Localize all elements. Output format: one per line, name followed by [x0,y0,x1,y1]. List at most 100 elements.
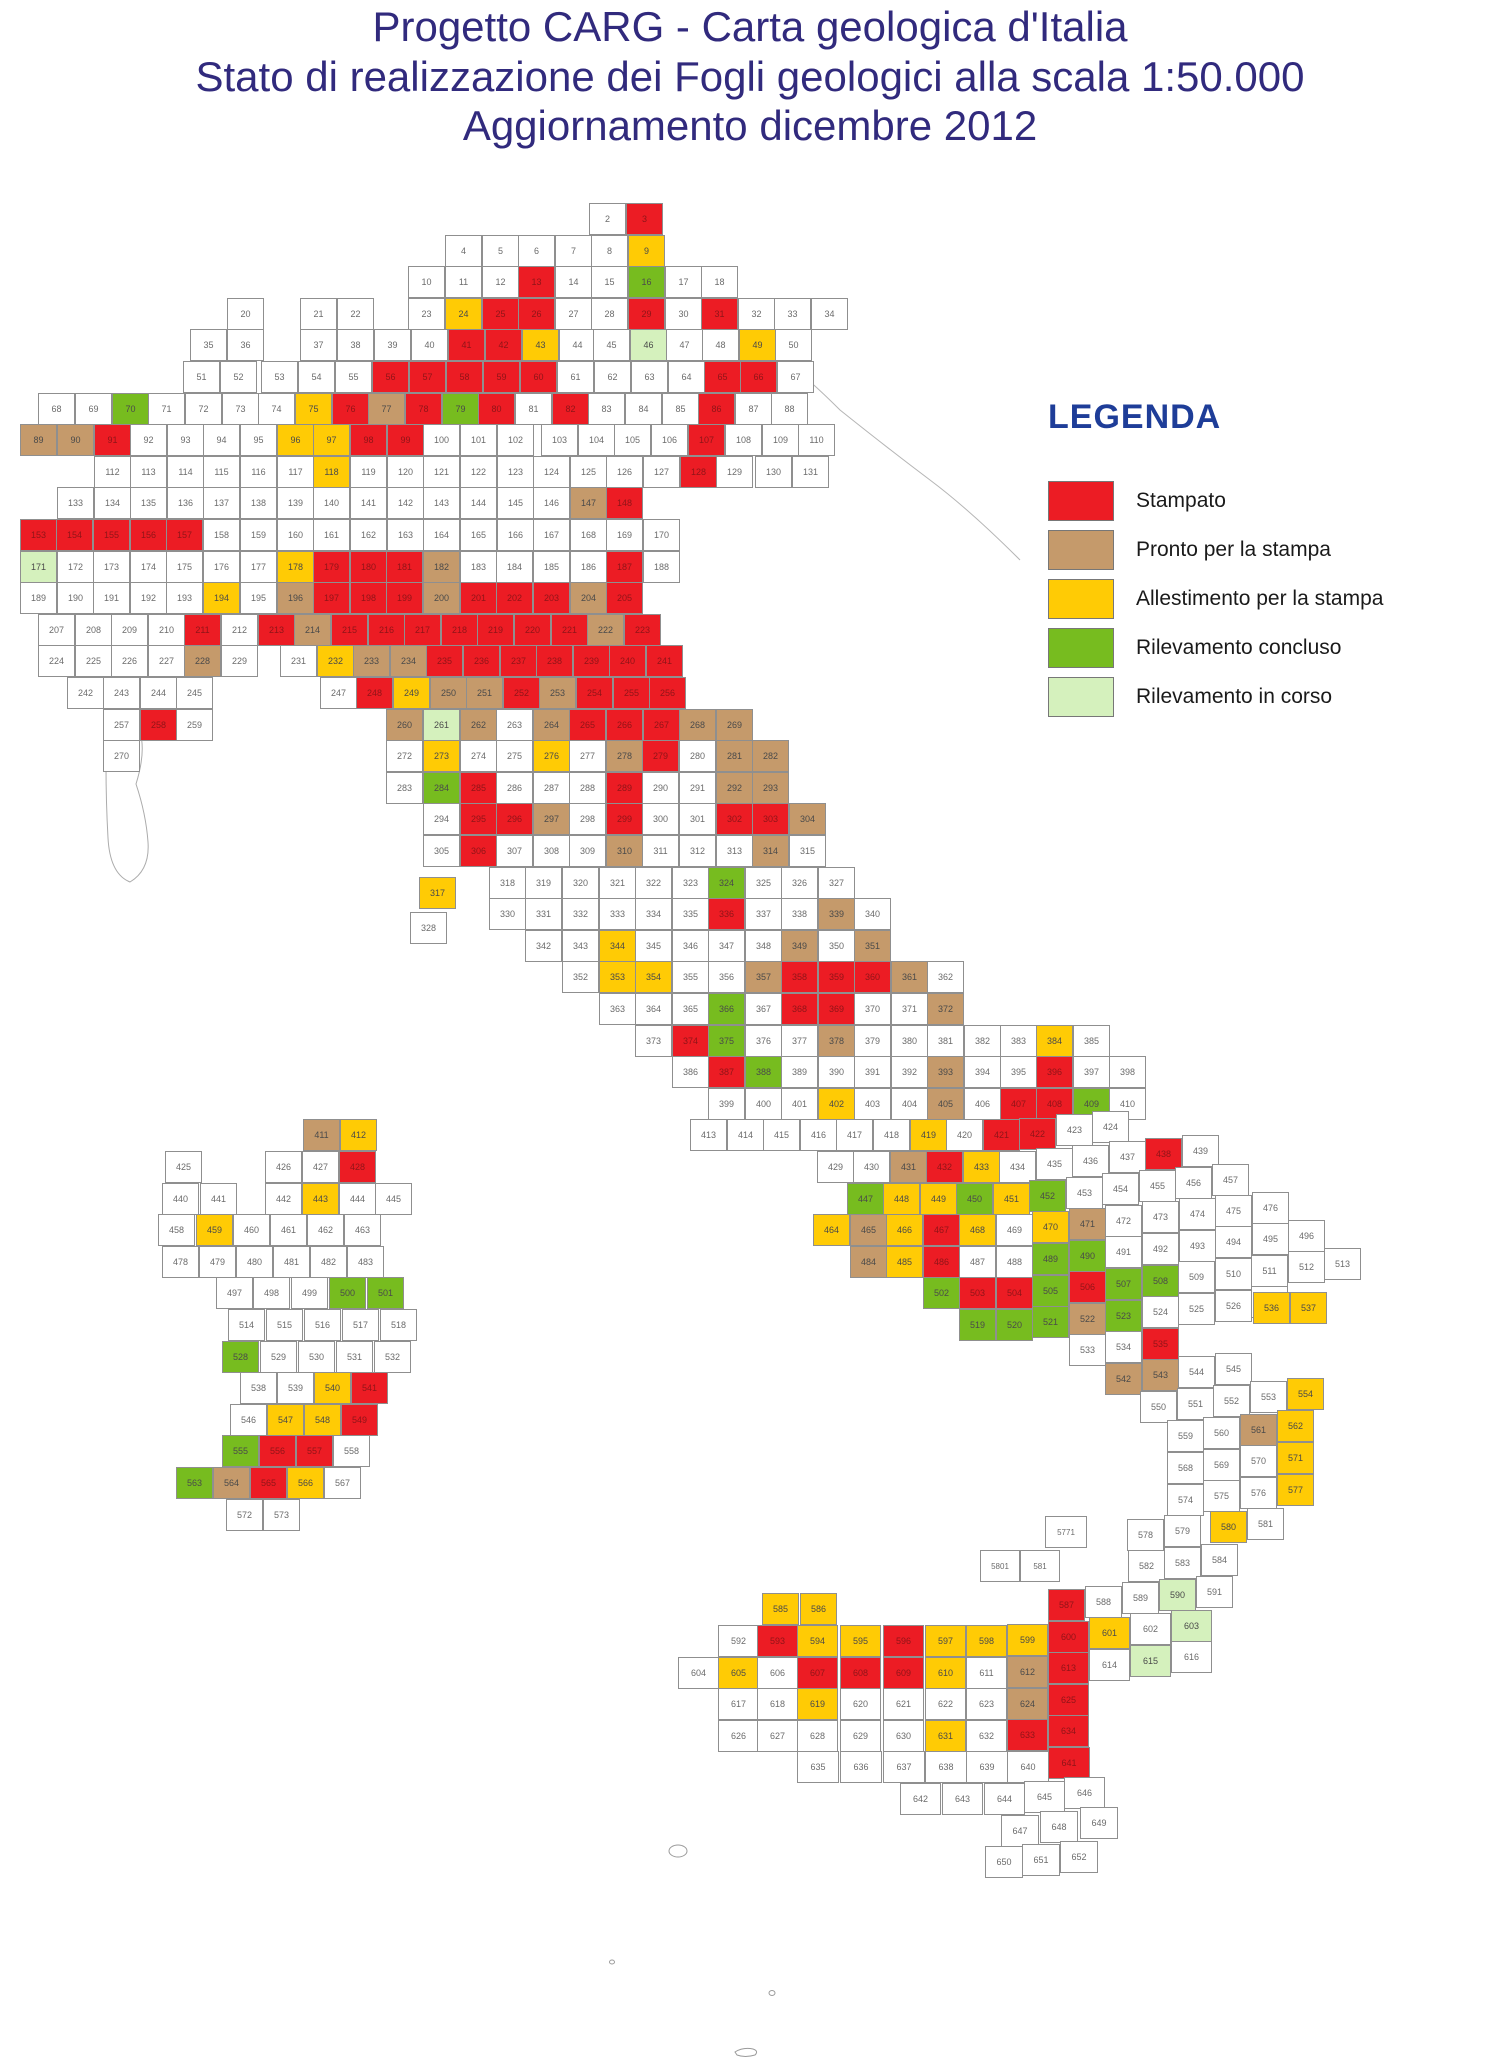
foglio-cell-172: 172 [57,551,94,583]
title-line-1: Progetto CARG - Carta geologica d'Italia [372,3,1128,50]
foglio-cell-464: 464 [813,1214,850,1246]
foglio-cell-83: 83 [588,393,625,425]
foglio-cell-549: 549 [341,1404,378,1436]
foglio-cell-223: 223 [624,614,661,646]
foglio-cell-452: 452 [1029,1180,1066,1212]
foglio-cell-224: 224 [38,645,75,677]
foglio-cell-495: 495 [1252,1223,1289,1255]
foglio-cell-439: 439 [1182,1135,1219,1167]
foglio-cell-137: 137 [203,487,240,519]
foglio-cell-516: 516 [304,1309,341,1341]
foglio-cell-77: 77 [368,393,405,425]
foglio-cell-245: 245 [176,677,213,709]
foglio-cell-579: 579 [1164,1515,1201,1547]
foglio-cell-52: 52 [220,361,257,393]
foglio-cell-147: 147 [570,487,607,519]
foglio-cell-599: 599 [1007,1624,1048,1656]
foglio-cell-335: 335 [672,898,709,930]
foglio-cell-360: 360 [854,961,891,993]
foglio-cell-488: 488 [996,1246,1033,1278]
foglio-cell-467: 467 [923,1214,960,1246]
foglio-cell-12: 12 [482,266,519,298]
foglio-cell-58: 58 [446,361,483,393]
foglio-cell-310: 310 [606,835,643,867]
foglio-cell-292: 292 [716,772,753,804]
foglio-cell-648: 648 [1040,1811,1078,1843]
foglio-cell-513: 513 [1324,1248,1361,1280]
legend-title: LEGENDA [1048,398,1222,436]
foglio-cell-141: 141 [350,487,387,519]
foglio-cell-217: 217 [404,614,441,646]
foglio-cell-608: 608 [840,1657,881,1689]
foglio-cell-505: 505 [1032,1275,1069,1307]
foglio-cell-406: 406 [964,1088,1001,1120]
foglio-cell-420: 420 [946,1119,983,1151]
foglio-cell-646: 646 [1064,1777,1105,1809]
foglio-cell-411: 411 [303,1119,340,1151]
foglio-cell-558: 558 [333,1435,370,1467]
foglio-cell-176: 176 [203,551,240,583]
foglio-cell-62: 62 [594,361,631,393]
foglio-cell-235: 235 [426,645,463,677]
foglio-cell-64: 64 [668,361,705,393]
foglio-cell-85: 85 [662,393,699,425]
foglio-cell-553: 553 [1250,1381,1287,1413]
foglio-cell-560: 560 [1203,1417,1240,1449]
foglio-cell-40: 40 [411,329,448,361]
foglio-cell-352: 352 [562,961,599,993]
foglio-cell-413: 413 [690,1119,727,1151]
foglio-cell-540: 540 [314,1372,351,1404]
foglio-cell-157: 157 [166,519,203,551]
foglio-cell-357: 357 [745,961,782,993]
foglio-cell-279: 279 [642,740,679,772]
legend-swatch-concluso [1048,628,1114,668]
foglio-cell-391: 391 [854,1056,891,1088]
foglio-cell-347: 347 [708,930,745,962]
foglio-cell-22: 22 [337,298,374,330]
foglio-cell-140: 140 [313,487,350,519]
foglio-cell-25: 25 [482,298,519,330]
legend-item-allestimento: Allestimento per la stampa [1048,579,1468,619]
foglio-cell-154: 154 [56,519,93,551]
foglio-cell-494: 494 [1215,1226,1252,1258]
foglio-cell-379: 379 [854,1025,891,1057]
foglio-cell-647: 647 [1001,1815,1039,1847]
foglio-cell-533: 533 [1069,1334,1106,1366]
foglio-cell-46: 46 [630,329,667,361]
foglio-cell-103: 103 [541,424,578,456]
foglio-cell-433: 433 [963,1151,1000,1183]
foglio-cell-559: 559 [1167,1420,1204,1452]
foglio-cell-358: 358 [781,961,818,993]
foglio-cell-392: 392 [891,1056,928,1088]
foglio-cell-324: 324 [708,867,745,899]
foglio-cell-276: 276 [533,740,570,772]
foglio-cell-536: 536 [1253,1292,1290,1324]
foglio-cell-595: 595 [840,1625,881,1657]
foglio-cell-507: 507 [1105,1268,1142,1300]
foglio-cell-568: 568 [1167,1452,1204,1484]
foglio-cell-613: 613 [1048,1652,1089,1684]
foglio-cell-57: 57 [409,361,446,393]
legend: LEGENDA Stampato Pronto per la stampa Al… [1048,398,1468,726]
foglio-cell-645: 645 [1024,1781,1065,1813]
foglio-cell-473: 473 [1142,1201,1179,1233]
foglio-cell-397: 397 [1073,1056,1110,1088]
foglio-cell-307: 307 [496,835,533,867]
foglio-cell-177: 177 [240,551,277,583]
foglio-cell-643: 643 [942,1783,983,1815]
foglio-cell-73: 73 [222,393,259,425]
foglio-cell-247: 247 [320,677,357,709]
foglio-cell-4: 4 [445,235,482,267]
foglio-cell-456: 456 [1175,1167,1212,1199]
foglio-cell-529: 529 [260,1341,297,1373]
foglio-cell-586: 586 [800,1593,837,1625]
foglio-cell-106: 106 [651,424,688,456]
foglio-cell-489: 489 [1032,1243,1069,1275]
foglio-cell-544: 544 [1178,1356,1215,1388]
foglio-cell-343: 343 [562,930,599,962]
foglio-cell-130: 130 [755,456,792,488]
foglio-cell-76: 76 [332,393,369,425]
foglio-cell-131: 131 [792,456,829,488]
foglio-cell-501: 501 [367,1277,404,1309]
